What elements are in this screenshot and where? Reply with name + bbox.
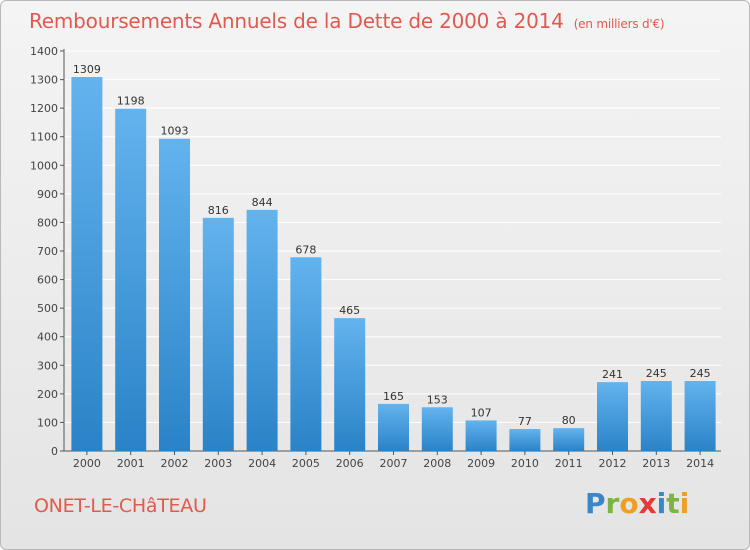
bar xyxy=(334,318,366,451)
logo-letter: i xyxy=(656,487,667,520)
x-tick-label: 2008 xyxy=(423,457,451,470)
y-tick-label: 1100 xyxy=(30,131,58,144)
bar xyxy=(684,381,716,451)
y-tick-label: 300 xyxy=(37,359,58,372)
x-tick-label: 2011 xyxy=(555,457,583,470)
bar xyxy=(640,381,672,451)
bar xyxy=(159,138,190,451)
bar xyxy=(421,407,453,451)
data-label: 245 xyxy=(646,367,667,380)
data-label: 1309 xyxy=(73,63,101,76)
logo-letter: o xyxy=(619,487,639,520)
chart-unit-note: (en milliers d'€) xyxy=(573,17,665,31)
data-label: 153 xyxy=(427,393,448,406)
logo-letter: P xyxy=(585,487,606,520)
bar xyxy=(71,77,103,451)
x-tick-label: 2013 xyxy=(642,457,670,470)
data-label: 77 xyxy=(518,415,532,428)
bar xyxy=(290,257,322,451)
y-tick-label: 400 xyxy=(37,331,58,344)
logo-letter: t xyxy=(666,487,680,520)
y-tick-label: 1300 xyxy=(30,74,58,87)
bar xyxy=(115,108,147,451)
data-label: 241 xyxy=(602,368,623,381)
bar xyxy=(246,209,278,451)
x-tick-label: 2012 xyxy=(599,457,627,470)
data-label: 465 xyxy=(339,304,360,317)
bar xyxy=(465,420,497,451)
y-tick-label: 700 xyxy=(37,245,58,258)
bar xyxy=(378,403,409,451)
x-tick-label: 2002 xyxy=(161,457,189,470)
data-label: 844 xyxy=(252,196,273,209)
x-tick-label: 2000 xyxy=(73,457,101,470)
logo-letter: x xyxy=(638,487,657,520)
y-tick-label: 800 xyxy=(37,216,58,229)
data-label: 1198 xyxy=(117,95,145,108)
bar xyxy=(597,382,628,451)
chart-title: Remboursements Annuels de la Dette de 20… xyxy=(29,9,665,33)
data-label: 1093 xyxy=(161,125,189,138)
data-label: 107 xyxy=(471,406,492,419)
y-tick-label: 600 xyxy=(37,274,58,287)
x-tick-label: 2007 xyxy=(380,457,408,470)
x-tick-label: 2009 xyxy=(467,457,495,470)
bar xyxy=(553,428,585,451)
bar xyxy=(509,429,541,451)
data-label: 816 xyxy=(208,204,229,217)
x-tick-label: 2004 xyxy=(248,457,276,470)
logo-letter: r xyxy=(605,487,620,520)
commune-name: ONET-LE-CHâTEAU xyxy=(34,495,207,517)
x-tick-label: 2006 xyxy=(336,457,364,470)
x-tick-label: 2014 xyxy=(686,457,714,470)
proxiti-logo: Proxiti xyxy=(585,487,689,520)
data-label: 165 xyxy=(383,390,404,403)
x-tick-label: 2003 xyxy=(204,457,232,470)
logo-letter: i xyxy=(679,487,690,520)
y-tick-label: 100 xyxy=(37,416,58,429)
y-tick-label: 200 xyxy=(37,388,58,401)
y-tick-label: 0 xyxy=(51,445,58,458)
bar xyxy=(202,217,234,451)
y-tick-label: 1400 xyxy=(30,45,58,58)
y-tick-label: 1000 xyxy=(30,159,58,172)
data-label: 80 xyxy=(562,414,576,427)
y-tick-label: 1200 xyxy=(30,102,58,115)
x-tick-label: 2010 xyxy=(511,457,539,470)
y-tick-label: 900 xyxy=(37,188,58,201)
data-label: 678 xyxy=(295,243,316,256)
x-tick-label: 2005 xyxy=(292,457,320,470)
y-tick-label: 500 xyxy=(37,302,58,315)
data-label: 245 xyxy=(690,367,711,380)
chart-title-text: Remboursements Annuels de la Dette de 20… xyxy=(29,9,564,33)
x-tick-label: 2001 xyxy=(117,457,145,470)
